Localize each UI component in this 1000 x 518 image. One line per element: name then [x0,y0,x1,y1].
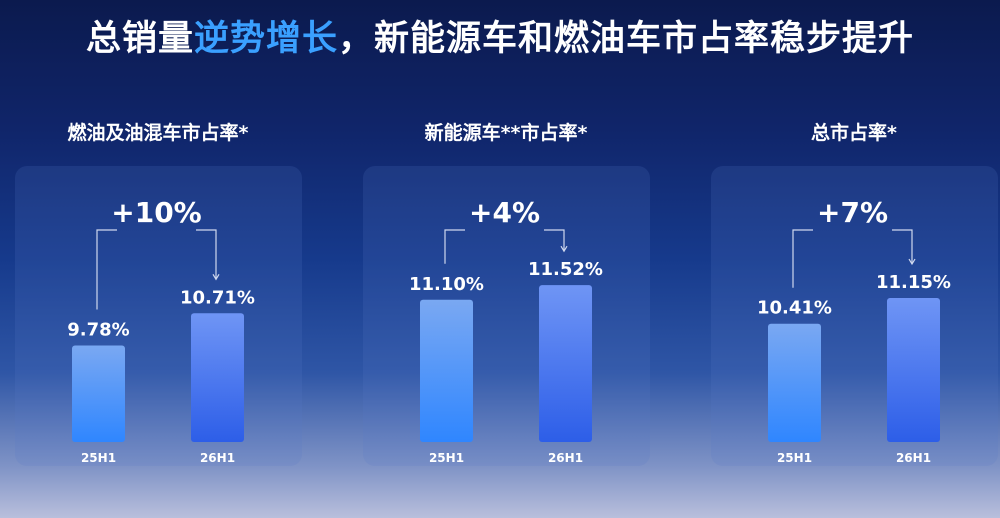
connector-arrow [908,258,916,266]
connector-arrow [212,273,220,281]
value-label: 11.52% [528,259,603,280]
change-label: +10% [111,196,201,229]
chart-panel-2 [363,166,650,466]
value-label: 11.15% [876,272,951,293]
bar-26H1 [191,313,244,442]
category-tick-label: 26H1 [896,451,931,465]
connector-right [544,229,565,252]
category-tick-label: 25H1 [81,451,116,465]
category-tick-label: 25H1 [429,451,464,465]
value-label: 11.10% [409,274,484,295]
change-label: +7% [817,196,888,229]
bar-25H1 [72,345,125,442]
title-highlight: 逆势增长 [193,19,338,59]
connector-left [96,229,117,310]
bar-26H1 [539,285,592,442]
connector-arrow [560,245,568,253]
bar-25H1 [768,323,821,442]
chart-panel-1 [15,166,302,466]
value-label: 10.71% [180,287,255,308]
bar-26H1 [887,298,940,442]
category-tick-label: 25H1 [777,451,812,465]
chart-title-3: 总市占率* [811,122,897,144]
connector-right [196,229,217,280]
chart-title-2: 新能源车**市占率* [424,122,588,144]
connector-left [792,229,813,288]
change-label: +4% [469,196,540,229]
page-title: 总销量逆势增长，新能源车和燃油车市占率稳步提升 [0,10,1000,61]
value-label: 9.78% [67,320,129,341]
bar-25H1 [420,299,473,442]
chart-title-1: 燃油及油混车市占率* [67,122,249,144]
title-part1: 总销量 [85,19,194,59]
value-label: 10.41% [757,298,832,319]
title-part2: ，新能源车和燃油车市占率稳步提升 [338,19,915,59]
chart-panel-3 [711,166,998,466]
category-tick-label: 26H1 [200,451,235,465]
connector-right [892,229,913,265]
connector-left [444,229,465,264]
category-tick-label: 26H1 [548,451,583,465]
